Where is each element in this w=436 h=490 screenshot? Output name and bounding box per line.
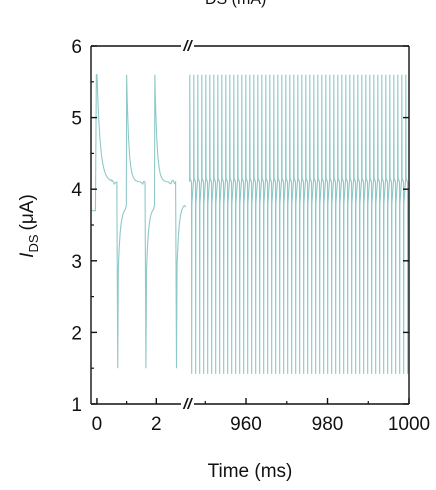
x-tick-label: 0: [92, 414, 103, 435]
top-clipped-label: DS (mA): [205, 0, 266, 8]
axis-break-symbol: //: [182, 38, 193, 55]
svg-text:IDS(μA): IDS (μA): [17, 194, 41, 258]
x-axis-label: Time (ms): [208, 461, 293, 482]
y-axis-label-unit: (μA): [17, 194, 38, 230]
y-axis-label: IDS (μA): [17, 194, 41, 258]
series-trace-segment-2: [189, 74, 410, 374]
x-tick-label: 2: [151, 414, 162, 435]
y-axis-label-subscript: DS: [26, 234, 41, 252]
x-tick-label: 960: [230, 414, 262, 435]
plot-area: // //: [90, 38, 410, 413]
y-tick-label: 1: [71, 395, 82, 416]
y-tick-label: 5: [71, 109, 82, 130]
y-tick-label: 6: [71, 37, 82, 58]
y-tick-label: 3: [71, 252, 82, 273]
y-axis-label-symbol: I: [17, 252, 38, 258]
series-trace-segment-1: [91, 74, 187, 369]
axis-break-mask: [181, 41, 194, 51]
y-tick-label: 4: [71, 180, 82, 201]
x-tick-label: 980: [312, 414, 344, 435]
x-tick-label: 1000: [388, 414, 430, 435]
axis-break-bottom: //: [181, 396, 194, 413]
axis-break-mask: [181, 399, 194, 409]
axis-ticks: 1 2 3 4 5 6 0 2 960 980 1000: [71, 37, 430, 435]
axis-break-symbol: //: [182, 396, 193, 413]
axis-break-top: //: [181, 38, 194, 55]
y-tick-label: 2: [71, 323, 82, 344]
